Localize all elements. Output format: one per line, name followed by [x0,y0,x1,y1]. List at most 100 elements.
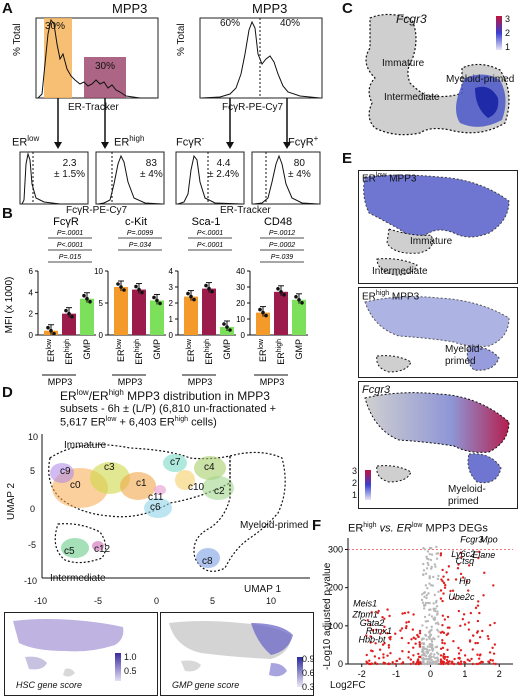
volcano-point-ns [427,655,430,658]
volcano-point-ns [433,662,437,665]
volcano-point-sig [459,572,463,576]
volcano-point-ns [425,594,428,597]
volcano-point-sig [442,575,445,578]
volcano-point-sig [449,589,452,593]
group-label: MPP3 [188,377,213,385]
volcano-point-ns [424,601,428,605]
volcano-point-ns [422,569,426,572]
volcano-point-ns [433,563,437,566]
volcano-point-sig [412,646,415,649]
volcano-point-sig [457,646,460,650]
volcano-point-sig [370,611,373,614]
volcano-point-sig [479,653,482,656]
bar [274,291,288,335]
data-point [119,285,123,289]
volcano-point-sig [365,634,368,637]
y-tick-label: 30 [236,283,245,292]
volcano-point-ns [423,615,427,619]
volcano-point-sig [417,635,420,639]
y-tick-label: 5 [99,299,104,308]
p-value: P=.039 [271,254,293,261]
volcano-point-ns [436,628,439,632]
volcano-point-ns [434,622,438,625]
panel-d-gmp-label: GMP gene score [172,680,240,690]
volcano-point-sig [405,625,408,628]
panel-c-immature: Immature [382,58,425,69]
volcano-point-sig [439,647,443,650]
volcano-point-sig [387,662,390,666]
volcano-point-sig [417,662,421,666]
panel-e-myeloid-2: Myeloid-primed [448,484,486,507]
volcano-point-sig [394,662,397,666]
panel-d-immature: Immature [64,440,107,451]
cluster-label: c10 [188,482,205,493]
panel-d-subtitle-1: subsets - 6h ± (L/P) (6,810 un-fractiona… [60,403,277,415]
volcano-point-sig [394,632,397,635]
volcano-point-sig [481,629,484,633]
volcano-point-sig [457,652,461,655]
category-label: ERlow [46,338,56,362]
panel-e-immature: Immature [410,236,453,247]
panel-c-gene: Fcgr3 [396,12,427,26]
volcano-point-sig [377,609,380,613]
volcano-point-sig [451,589,455,592]
volcano-point-ns [425,648,429,651]
p-value: P=.0001 [57,230,83,237]
volcano-point-ns [430,625,433,629]
chart-title: CD48 [264,216,292,228]
volcano-point-ns [434,656,437,660]
volcano-point-sig [444,583,447,587]
volcano-point-sig [388,614,391,618]
volcano-point-sig [412,654,415,657]
panel-a-er-high-label: ERhigh [114,134,145,149]
volcano-point-ns [435,545,438,549]
volcano-point-sig [418,655,422,659]
volcano-point-sig [441,641,444,645]
volcano-point-sig [443,642,446,645]
bar [132,289,146,335]
volcano-point-ns [436,610,439,613]
x-tick-label: -1 [392,669,400,679]
volcano-point-ns [425,557,429,560]
bar [184,296,198,335]
volcano-point-sig [478,611,481,615]
volcano-point-sig [400,662,403,665]
gene-label: Hbb-bt [359,635,387,645]
volcano-point-ns [420,593,424,596]
volcano-point-sig [458,656,461,660]
volcano-point-sig [414,642,417,645]
volcano-point-ns [436,613,439,616]
gene-label: Ube2c [448,592,475,602]
panel-a-sub4: 80 ± 4% [288,158,311,180]
y-tick-label: 0 [99,331,104,340]
volcano-point-sig [457,563,460,566]
volcano-point-sig [416,633,419,637]
volcano-point-sig [452,596,456,600]
gmp-scale-tick: 0.6 [302,668,315,678]
volcano-point-sig [465,580,469,583]
volcano-point-sig [444,655,447,659]
bar [292,299,306,335]
gene-label: Hp [459,576,471,586]
volcano-point-sig [442,652,446,656]
volcano-point-sig [387,646,391,649]
panel-c-colorbar [496,16,502,50]
volcano-point-sig [382,653,385,656]
volcano-point-sig [389,651,392,655]
chart-title: FcγR [53,216,79,228]
panel-d-title: ERlow/ERhigh MPP3 distribution in MPP3 [60,388,270,403]
panel-e-box-er-low [358,170,518,284]
volcano-point-sig [382,656,385,659]
bar [80,298,94,335]
data-point [276,287,280,291]
volcano-point-sig [476,619,480,623]
volcano-point-ns [422,652,426,656]
data-point [85,296,89,301]
panel-e-scale-2: 2 [352,478,358,488]
panel-a-ylabel-right: % Total [176,23,187,56]
bar [150,300,164,335]
volcano-point-sig [407,620,410,624]
p-value: P<.0001 [197,242,223,249]
volcano-point-ns [424,603,427,607]
y-tick-label: 100 [328,621,343,631]
